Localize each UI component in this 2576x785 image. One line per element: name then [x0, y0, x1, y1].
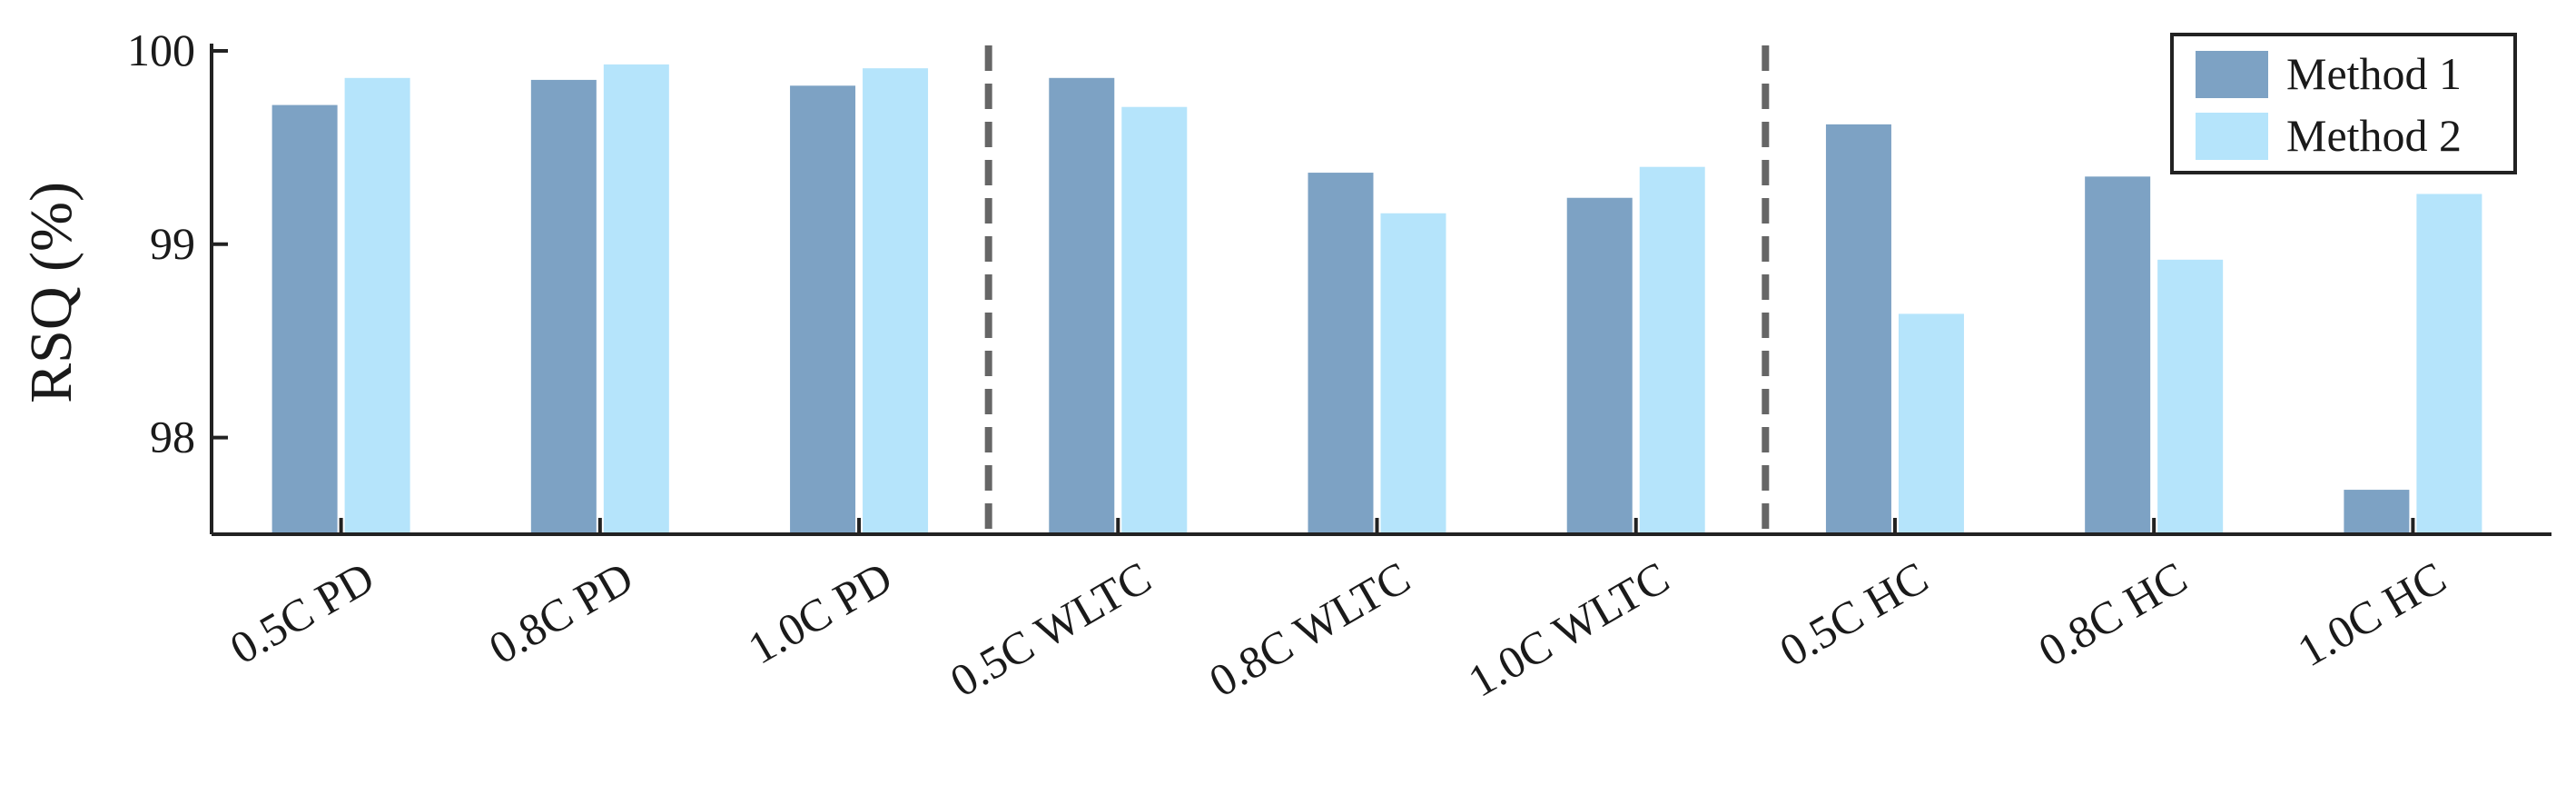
bar-2-5 — [1639, 166, 1705, 534]
bar-1-2 — [790, 85, 856, 534]
y-ticks: 98 99 100 — [127, 25, 228, 462]
bar-2-7 — [2157, 259, 2224, 534]
bar-2-0 — [344, 77, 410, 535]
bar-2-6 — [1898, 313, 1964, 534]
bar-1-7 — [2085, 176, 2151, 534]
plot-area — [271, 64, 2482, 535]
bar-1-1 — [530, 79, 597, 535]
x-tick-label: 1.0C PD — [739, 551, 900, 674]
bar-2-8 — [2416, 194, 2482, 535]
group-separators — [984, 45, 1770, 534]
bar-1-8 — [2344, 490, 2410, 534]
y-axis-label: RSQ (%) — [18, 182, 84, 403]
x-tick-label: 0.5C PD — [222, 551, 382, 674]
bar-1-3 — [1049, 77, 1115, 535]
x-tick-label: 1.0C WLTC — [1459, 551, 1677, 707]
x-ticks: 0.5C PD 0.8C PD 1.0C PD 0.5C WLTC 0.8C WLTC 1… — [222, 518, 2454, 707]
bar-1-6 — [1825, 124, 1891, 534]
x-tick-label: 0.5C WLTC — [942, 551, 1160, 707]
x-tick-label: 0.5C HC — [1771, 551, 1936, 676]
bar-2-4 — [1380, 213, 1446, 534]
y-tick-label: 99 — [150, 218, 195, 269]
bar-2-3 — [1121, 106, 1188, 534]
x-tick-label: 0.8C PD — [480, 551, 641, 674]
x-tick-label: 1.0C HC — [2289, 551, 2454, 676]
x-tick-label: 0.8C WLTC — [1200, 551, 1418, 707]
legend-swatch-2 — [2196, 113, 2268, 160]
bar-2-1 — [603, 64, 669, 534]
legend: Method 1 Method 2 — [2170, 33, 2517, 174]
bar-2-2 — [863, 68, 929, 535]
legend-label-2: Method 2 — [2286, 110, 2462, 161]
y-tick-label: 98 — [150, 412, 195, 462]
legend-label-1: Method 1 — [2286, 48, 2462, 99]
bar-1-5 — [1566, 197, 1633, 534]
bar-1-0 — [271, 104, 338, 535]
legend-swatch-1 — [2196, 51, 2268, 98]
x-tick-label: 0.8C HC — [2030, 551, 2196, 676]
bar-1-4 — [1308, 173, 1374, 534]
y-tick-label: 100 — [127, 25, 195, 75]
